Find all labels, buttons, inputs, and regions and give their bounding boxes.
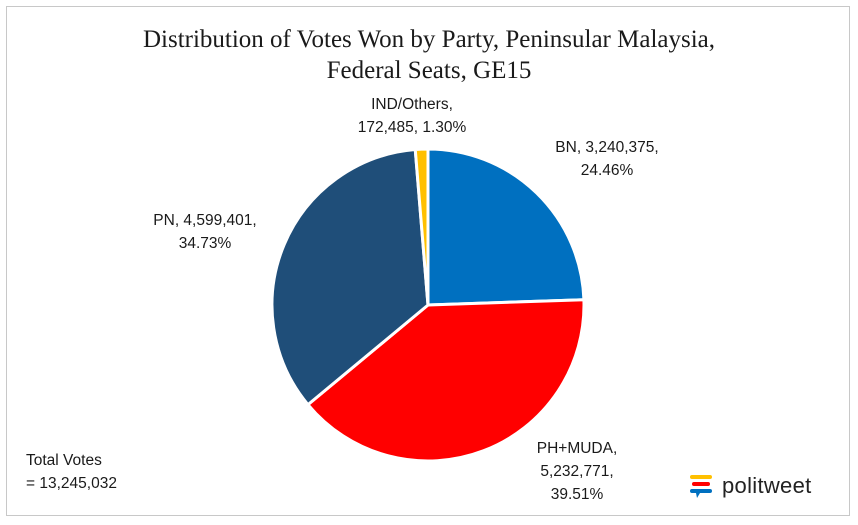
pie-slice-ind-others	[413, 147, 430, 307]
data-label-ind-others: IND/Others, 172,485, 1.30%	[357, 96, 467, 136]
pie-slice-ph-muda	[306, 298, 586, 463]
chart-title-line-1: Distribution of Votes Won by Party, Peni…	[142, 26, 716, 53]
total-votes-annotation: Total Votes = 13,245,032	[26, 452, 117, 492]
politweet-logo-text: politweet	[722, 473, 812, 498]
politweet-logo-icon	[690, 475, 712, 498]
data-label-ph-muda: PH+MUDA, 5,232,771, 39.51%	[536, 440, 618, 503]
chart-title: Distribution of Votes Won by Party, Peni…	[0, 24, 858, 86]
politweet-logo: politweet	[690, 471, 812, 501]
pie-slice-bn	[426, 147, 586, 307]
data-label-pn: PN, 4,599,401, 34.73%	[153, 212, 257, 252]
chart-title-line-2: Federal Seats, GE15	[326, 57, 532, 84]
data-label-bn: BN, 3,240,375, 24.46%	[555, 139, 659, 179]
pie-slice-pn	[270, 148, 430, 407]
